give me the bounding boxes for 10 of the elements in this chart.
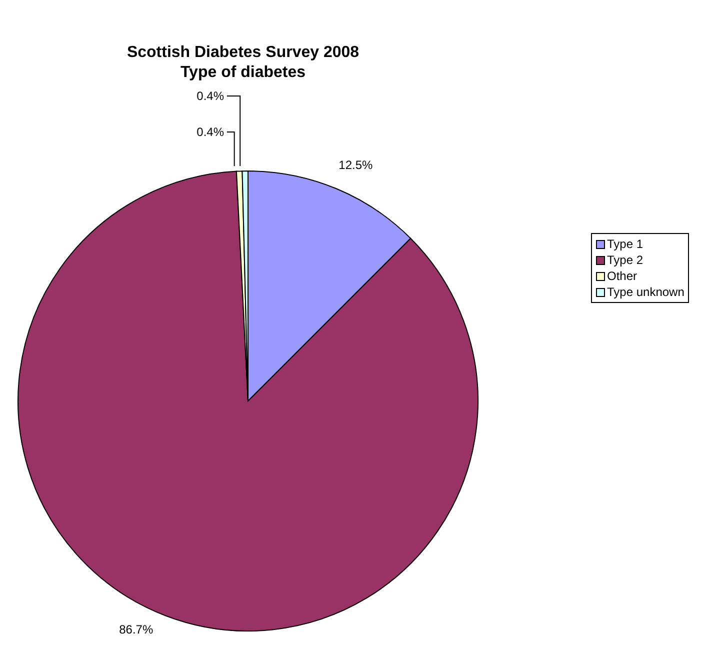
legend-label: Type 2 [607, 253, 644, 267]
data-label: 0.4% [196, 89, 224, 103]
data-label: 86.7% [119, 622, 154, 636]
chart-subtitle: Type of diabetes [179, 63, 307, 83]
legend-label: Other [607, 269, 638, 283]
legend-label: Type unknown [607, 285, 684, 299]
legend-label: Type 1 [607, 237, 644, 251]
data-label: 0.4% [196, 125, 224, 139]
data-label: 12.5% [338, 158, 374, 172]
chart-title: Scottish Diabetes Survey 2008 [126, 43, 360, 63]
